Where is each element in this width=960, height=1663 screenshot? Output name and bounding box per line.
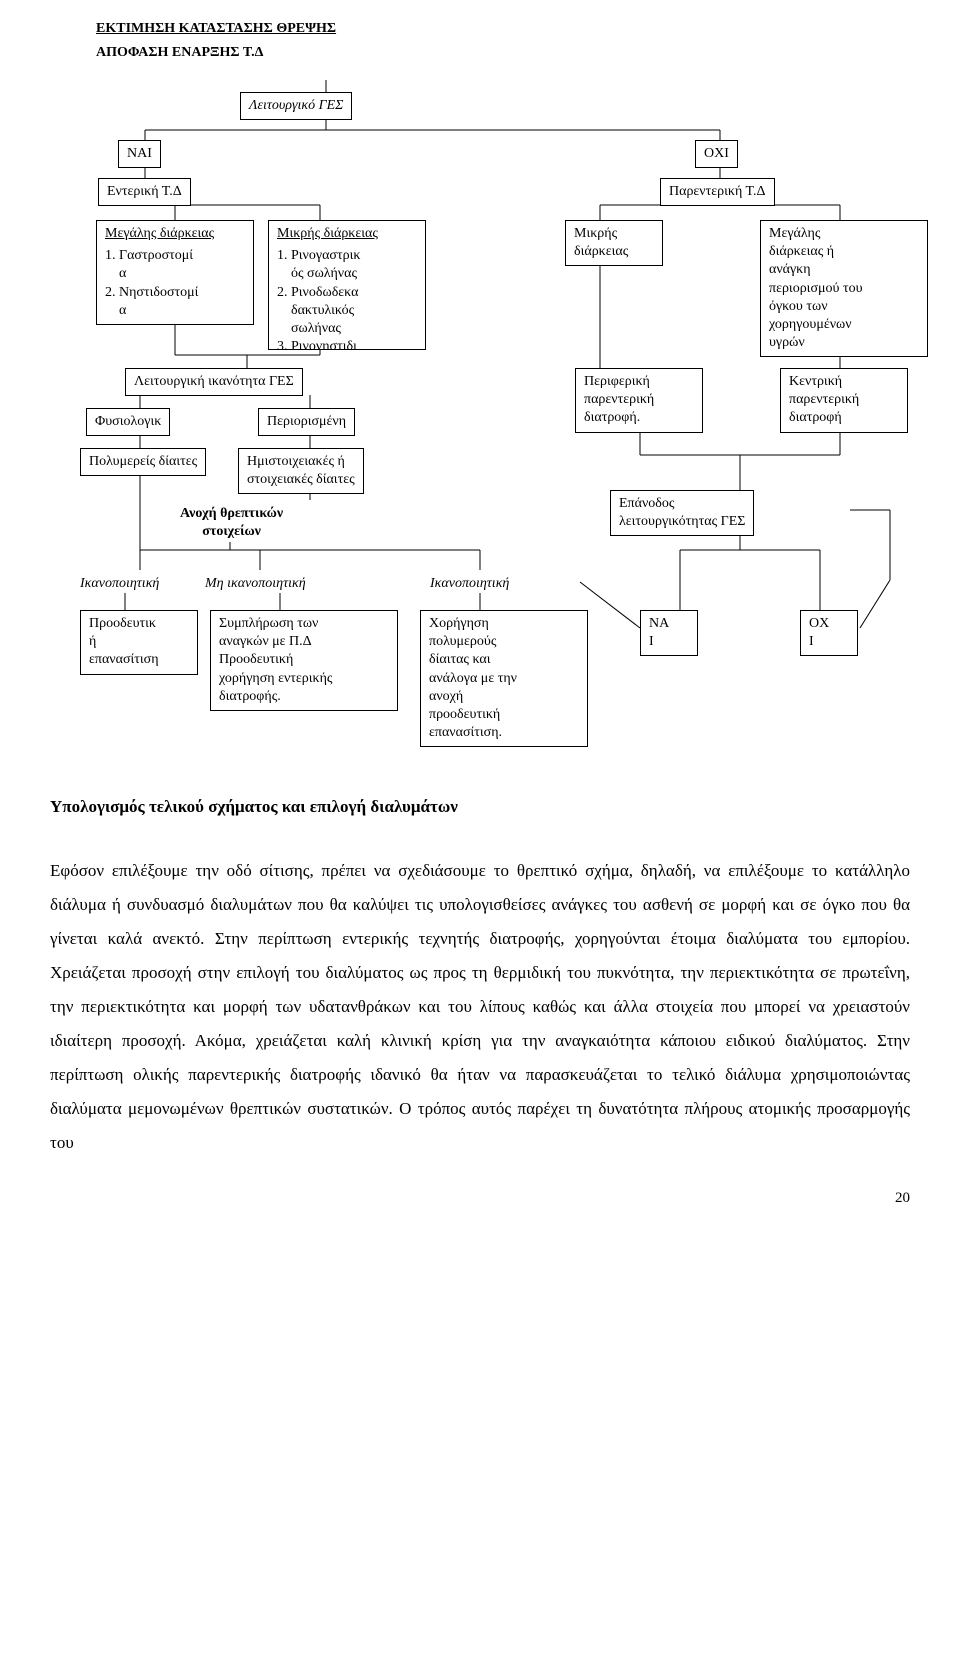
node-yes: ΝΑΙ	[118, 140, 161, 168]
diagram-header: ΕΚΤΙΜΗΣΗ ΚΑΤΑΣΤΑΣΗΣ ΘΡΕΨΗΣ ΑΠΟΦΑΣΗ ΕΝΑΡΞ…	[96, 20, 446, 62]
doc-heading: Υπολογισμός τελικού σχήματος και επιλογή…	[50, 790, 910, 824]
node-physio: Φυσιολογικ	[86, 408, 170, 436]
node-return-ges: Επάνοδος λειτουργικότητας ΓΕΣ	[610, 490, 754, 536]
node-elemental: Ημιστοιχειακές ή στοιχειακές δίαιτες	[238, 448, 364, 494]
node-ges: Λειτουργικό ΓΕΣ	[240, 92, 352, 120]
short-dur-items: 1. Ρινογαστρικ ός σωλήνας 2. Ρινοδωδεκα …	[277, 247, 417, 350]
node-no: ΟΧΙ	[695, 140, 738, 168]
node-enteral: Εντερική Τ.Δ	[98, 178, 191, 206]
node-supplement: Συμπλήρωση των αναγκών με Π.Δ Προοδευτικ…	[210, 610, 398, 711]
node-na-i: ΝΑ Ι	[640, 610, 698, 656]
label-satisf2: Ικανοποιητική	[430, 575, 509, 593]
node-peripheral: Περιφερική παρεντερική διατροφή.	[575, 368, 703, 433]
node-progressive: Προοδευτικ ή επανασίτιση	[80, 610, 198, 675]
label-unsatisf: Μη ικανοποιητική	[205, 575, 306, 593]
node-ges-capacity: Λειτουργική ικανότητα ΓΕΣ	[125, 368, 303, 396]
node-restricted: Περιορισμένη	[258, 408, 355, 436]
flowchart-diagram: ΕΚΤΙΜΗΣΗ ΚΑΤΑΣΤΑΣΗΣ ΘΡΕΨΗΣ ΑΠΟΦΑΣΗ ΕΝΑΡΞ…	[20, 20, 940, 750]
long-dur-label: Μεγάλης διάρκειας	[105, 225, 245, 243]
long-dur-items: 1. Γαστροστομί α 2. Νηστιδοστομί α	[105, 247, 245, 320]
node-central: Κεντρική παρεντερική διατροφή	[780, 368, 908, 433]
node-parenteral: Παρεντερική Τ.Δ	[660, 178, 775, 206]
node-p-long: Μεγάλης διάρκειας ή ανάγκη περιορισμού τ…	[760, 220, 928, 357]
node-polymer: Πολυμερείς δίαιτες	[80, 448, 206, 476]
doc-paragraph: Εφόσον επιλέξουμε την οδό σίτισης, πρέπε…	[50, 854, 910, 1160]
node-p-short: Μικρής διάρκειας	[565, 220, 663, 266]
diagram-title: ΕΚΤΙΜΗΣΗ ΚΑΤΑΣΤΑΣΗΣ ΘΡΕΨΗΣ	[96, 20, 446, 38]
page-number: 20	[20, 1190, 910, 1207]
node-short-duration: Μικρής διάρκειας 1. Ρινογαστρικ ός σωλήν…	[268, 220, 426, 350]
node-administer: Χορήγηση πολυμερούς δίαιτας και ανάλογα …	[420, 610, 588, 747]
document-body: Υπολογισμός τελικού σχήματος και επιλογή…	[50, 790, 910, 1160]
node-long-duration: Μεγάλης διάρκειας 1. Γαστροστομί α 2. Νη…	[96, 220, 254, 325]
short-dur-label: Μικρής διάρκειας	[277, 225, 417, 243]
label-satisf1: Ικανοποιητική	[80, 575, 159, 593]
diagram-subtitle: ΑΠΟΦΑΣΗ ΕΝΑΡΞΗΣ Τ.Δ	[96, 44, 446, 62]
node-ox-i: ΟΧ Ι	[800, 610, 858, 656]
node-tolerance: Ανοχή θρεπτικών στοιχείων	[180, 505, 283, 541]
